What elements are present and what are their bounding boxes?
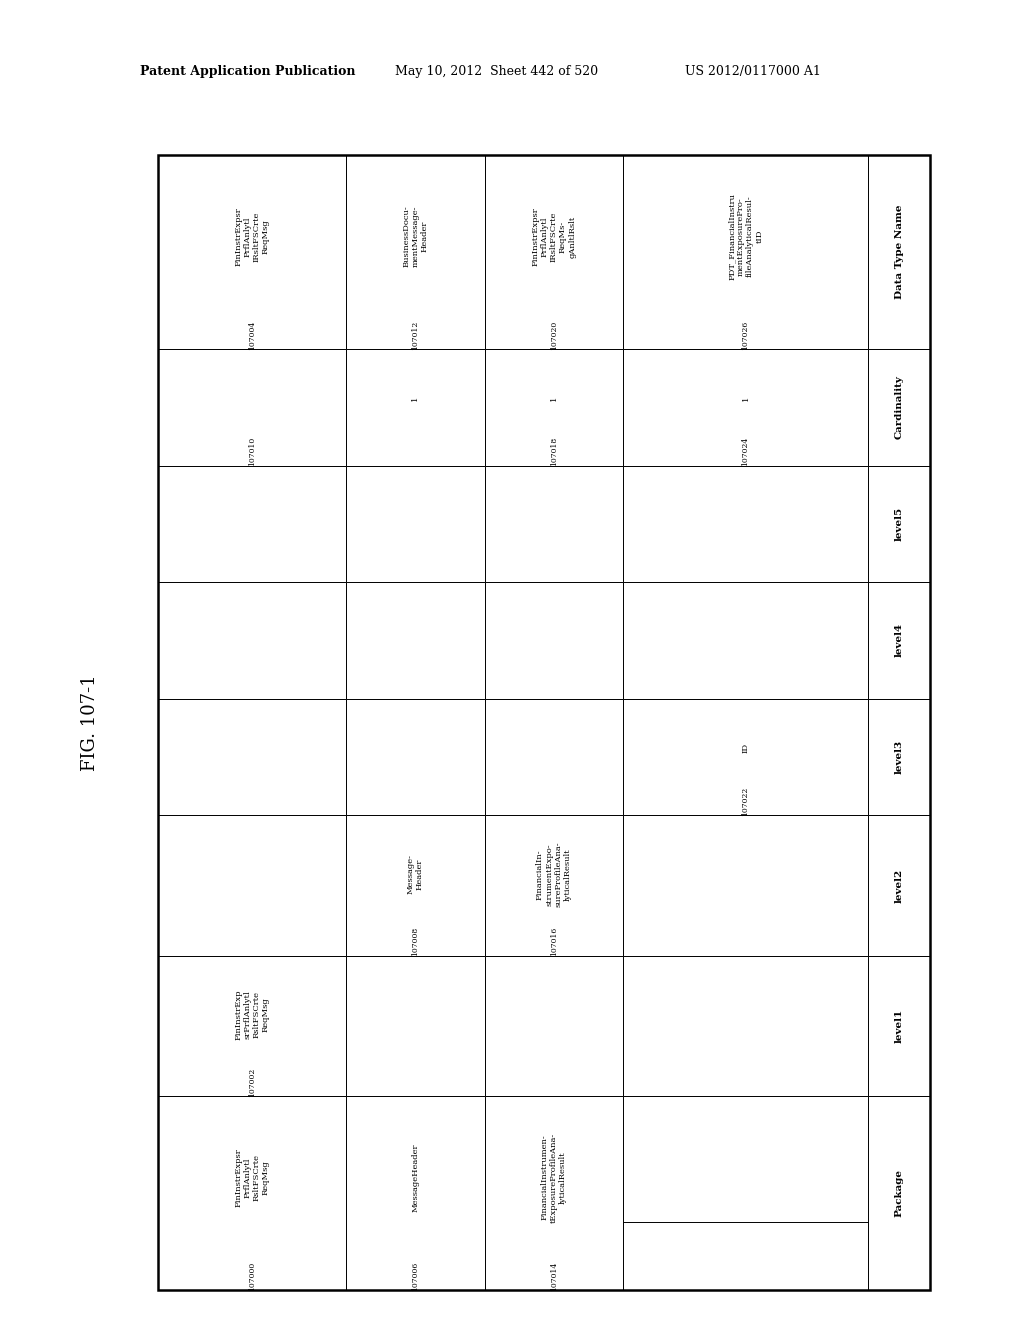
Text: May 10, 2012  Sheet 442 of 520: May 10, 2012 Sheet 442 of 520 xyxy=(395,66,598,78)
Bar xyxy=(868,698,930,816)
Bar xyxy=(868,466,930,582)
Bar xyxy=(484,154,623,348)
Text: FinInstrExpsr
PrflAnlytl
RsltFSCrte
ReqMsg: FinInstrExpsr PrflAnlytl RsltFSCrte ReqM… xyxy=(234,1148,270,1206)
Bar xyxy=(158,956,346,1096)
Text: US 2012/0117000 A1: US 2012/0117000 A1 xyxy=(685,66,821,78)
Text: 1: 1 xyxy=(412,395,420,400)
Text: MessageHeader: MessageHeader xyxy=(412,1143,420,1212)
Bar xyxy=(484,698,623,816)
Bar xyxy=(158,1096,346,1290)
Text: FinancialIn-
strumentExpo-
sureProfileAna-
lyticalResult: FinancialIn- strumentExpo- sureProfileAn… xyxy=(536,841,571,907)
Bar xyxy=(868,154,930,348)
Bar xyxy=(868,348,930,466)
Bar xyxy=(484,348,623,466)
Text: 107024: 107024 xyxy=(741,437,750,466)
Text: 107026: 107026 xyxy=(741,321,750,350)
Text: level3: level3 xyxy=(895,741,903,774)
Text: ID: ID xyxy=(741,743,750,752)
Text: 107000: 107000 xyxy=(248,1262,256,1291)
Bar xyxy=(623,956,868,1096)
Text: 107012: 107012 xyxy=(412,321,420,350)
Bar xyxy=(346,466,484,582)
Text: FIG. 107-1: FIG. 107-1 xyxy=(81,675,99,771)
Bar xyxy=(346,956,484,1096)
Bar xyxy=(346,698,484,816)
Text: PDT_FinancialInstru
mentExposurePro-
fileAnalyticalResul-
tID: PDT_FinancialInstru mentExposurePro- fil… xyxy=(728,193,763,280)
Text: FinInstrExpsr
PrflAnlytl
IRsltFSCrte
ReqMsg: FinInstrExpsr PrflAnlytl IRsltFSCrte Req… xyxy=(234,207,270,265)
Text: 107014: 107014 xyxy=(550,1262,558,1291)
Text: 107022: 107022 xyxy=(741,787,750,816)
Bar xyxy=(158,348,346,466)
Bar xyxy=(868,816,930,956)
Bar xyxy=(158,154,930,1290)
Bar xyxy=(484,1096,623,1290)
Bar xyxy=(346,816,484,956)
Bar xyxy=(868,956,930,1096)
Bar xyxy=(623,698,868,816)
Bar xyxy=(346,348,484,466)
Bar xyxy=(484,956,623,1096)
Bar xyxy=(623,816,868,956)
Text: BusinessDocu-
mentMessage-
Header: BusinessDocu- mentMessage- Header xyxy=(402,206,429,268)
Text: FinInstrExp
srPrflAnlytl
RsltFSCrte
ReqMsg: FinInstrExp srPrflAnlytl RsltFSCrte ReqM… xyxy=(234,990,270,1040)
Text: level1: level1 xyxy=(895,1008,903,1043)
Bar xyxy=(484,816,623,956)
Text: 107016: 107016 xyxy=(550,927,558,956)
Text: 107002: 107002 xyxy=(248,1068,256,1097)
Bar xyxy=(346,1096,484,1290)
Bar xyxy=(868,582,930,698)
Text: Cardinality: Cardinality xyxy=(895,375,903,440)
Text: FinInstrExpsr
PrflAnlytl
IRsltFSCrte
ReqMs-
gAnltlRslt: FinInstrExpsr PrflAnlytl IRsltFSCrte Req… xyxy=(531,207,577,265)
Bar xyxy=(623,582,868,698)
Text: 107010: 107010 xyxy=(248,437,256,466)
Text: level5: level5 xyxy=(895,507,903,541)
Text: FinancialInstrumen-
tExposureProfileAna-
lyticalResult: FinancialInstrumen- tExposureProfileAna-… xyxy=(541,1133,567,1222)
Text: level2: level2 xyxy=(895,869,903,903)
Text: level4: level4 xyxy=(895,623,903,657)
Text: 107004: 107004 xyxy=(248,321,256,350)
Bar xyxy=(623,348,868,466)
Text: Data Type Name: Data Type Name xyxy=(895,205,903,300)
Bar xyxy=(346,154,484,348)
Text: Patent Application Publication: Patent Application Publication xyxy=(140,66,355,78)
Text: 107008: 107008 xyxy=(412,927,420,956)
Bar xyxy=(158,698,346,816)
Text: Message-
Header: Message- Header xyxy=(407,854,424,894)
Bar xyxy=(623,1096,868,1290)
Bar xyxy=(623,466,868,582)
Text: 107020: 107020 xyxy=(550,321,558,350)
Bar xyxy=(158,582,346,698)
Text: 107006: 107006 xyxy=(412,1262,420,1291)
Bar xyxy=(158,466,346,582)
Bar xyxy=(484,582,623,698)
Bar xyxy=(868,1096,930,1290)
Text: Package: Package xyxy=(895,1170,903,1217)
Bar xyxy=(623,154,868,348)
Bar xyxy=(346,582,484,698)
Bar xyxy=(158,154,346,348)
Text: 1: 1 xyxy=(741,395,750,400)
Text: 1: 1 xyxy=(550,395,558,400)
Text: 107018: 107018 xyxy=(550,437,558,466)
Bar xyxy=(158,816,346,956)
Bar xyxy=(484,466,623,582)
